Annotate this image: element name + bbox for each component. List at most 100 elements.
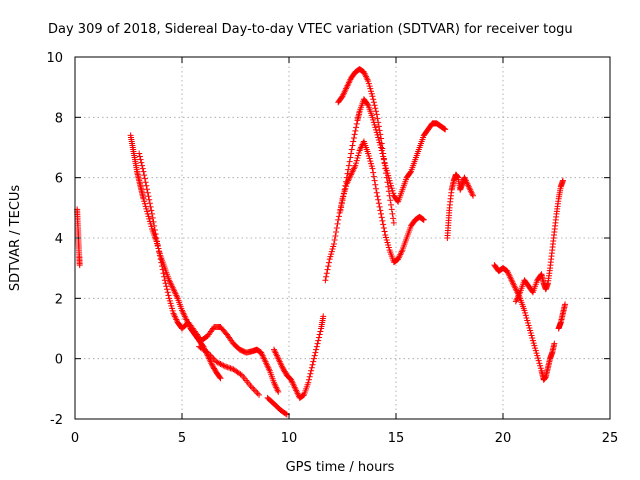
chart-title: Day 309 of 2018, Sidereal Day-to-day VTE…	[48, 22, 573, 37]
data-point	[146, 200, 153, 207]
data-point	[323, 273, 330, 280]
data-point	[317, 328, 324, 335]
data-point	[373, 126, 380, 133]
data-point	[371, 177, 378, 184]
data-point	[375, 134, 382, 141]
data-point	[333, 228, 340, 235]
data-point	[379, 145, 386, 152]
x-tick-label: 25	[602, 431, 619, 446]
data-point	[387, 180, 394, 187]
data-point	[343, 174, 350, 181]
x-tick-label: 20	[495, 431, 512, 446]
data-point	[144, 189, 151, 196]
data-point	[380, 224, 387, 231]
data-point	[348, 150, 355, 157]
data-point	[365, 80, 372, 87]
data-point	[388, 182, 395, 189]
data-point	[375, 200, 382, 207]
data-point	[381, 228, 388, 235]
data-point	[373, 189, 380, 196]
data-point	[237, 371, 244, 378]
data-point	[390, 215, 397, 222]
data-point	[279, 364, 286, 371]
data-point	[169, 305, 176, 312]
data-point	[142, 179, 149, 186]
series-sat-i	[335, 66, 397, 226]
data-point	[354, 155, 361, 162]
data-point	[163, 283, 170, 290]
data-point	[139, 162, 146, 169]
data-point	[323, 270, 330, 277]
data-point	[141, 198, 148, 205]
data-point	[216, 374, 223, 381]
data-point	[145, 213, 152, 220]
data-point	[346, 158, 353, 165]
data-point	[306, 373, 313, 380]
data-point	[140, 168, 147, 175]
data-point	[353, 124, 360, 131]
data-point	[221, 363, 228, 370]
data-point	[522, 309, 529, 316]
data-point	[383, 237, 390, 244]
data-point	[305, 376, 312, 383]
data-point	[372, 181, 379, 188]
data-point	[373, 108, 380, 115]
data-point	[381, 160, 388, 167]
data-point	[385, 183, 392, 190]
data-point	[152, 230, 159, 237]
data-point	[343, 178, 350, 185]
data-point	[227, 365, 234, 372]
data-point	[209, 362, 216, 369]
data-point	[353, 120, 360, 127]
data-point	[382, 165, 389, 172]
y-axis-label: SDTVAR / TECUs	[8, 185, 23, 292]
data-point	[161, 273, 168, 280]
data-point	[208, 361, 215, 368]
data-point	[370, 99, 377, 106]
data-point	[329, 246, 336, 253]
data-point	[307, 370, 314, 377]
data-point	[137, 156, 144, 163]
data-point	[385, 244, 392, 251]
data-point	[351, 131, 358, 138]
data-point	[153, 235, 160, 241]
data-point	[158, 259, 165, 266]
data-point	[144, 208, 151, 215]
data-point	[157, 256, 164, 263]
data-point	[164, 286, 171, 293]
data-point	[378, 144, 385, 151]
y-tick-label: -2	[50, 413, 63, 428]
data-point	[470, 192, 477, 199]
data-point	[320, 313, 327, 320]
data-point	[312, 349, 319, 356]
data-point	[316, 331, 323, 338]
data-point	[366, 83, 373, 90]
data-point	[136, 150, 143, 157]
data-point	[155, 245, 162, 252]
data-point	[390, 219, 397, 226]
data-point	[370, 169, 377, 176]
data-point	[526, 324, 533, 331]
data-point	[370, 116, 377, 123]
data-point	[305, 379, 312, 386]
data-point	[248, 384, 255, 391]
data-point	[368, 160, 375, 167]
data-point	[340, 193, 347, 200]
data-point	[353, 160, 360, 167]
data-point	[525, 322, 532, 329]
x-tick-label: 0	[71, 431, 79, 446]
data-point	[371, 102, 378, 109]
data-point	[149, 210, 156, 217]
data-point	[368, 163, 375, 170]
data-point	[365, 150, 372, 157]
data-point	[150, 218, 157, 225]
data-point	[384, 179, 391, 186]
data-point	[388, 185, 395, 192]
data-point	[300, 392, 307, 399]
data-point	[365, 153, 372, 160]
data-point	[372, 105, 379, 112]
data-point	[394, 197, 401, 204]
data-point	[159, 263, 166, 270]
data-point	[250, 385, 257, 392]
